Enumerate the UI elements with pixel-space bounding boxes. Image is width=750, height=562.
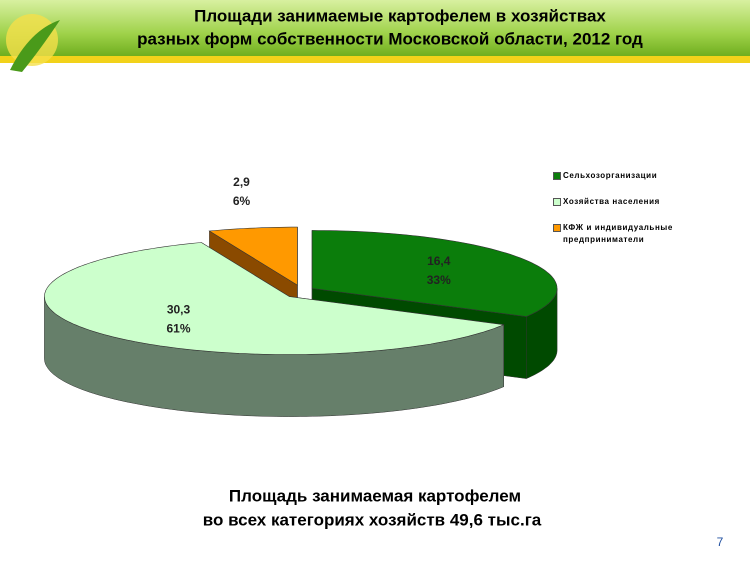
legend-label: Сельхозорганизации (563, 171, 658, 180)
header-strip (0, 56, 750, 63)
legend-label: КФЖ и индивидуальные предприниматели (563, 223, 673, 244)
legend-entry: Сельхозорганизации (553, 170, 703, 182)
title-line: Площади занимаемые картофелем в хозяйств… (194, 6, 606, 25)
title-line: разных форм собственности Московской обл… (137, 29, 643, 48)
slice (208, 226, 298, 286)
legend-label: Хозяйства населения (563, 197, 660, 206)
slice (44, 242, 505, 355)
data-label: 16,4 (427, 254, 451, 268)
legend-entry: Хозяйства населения (553, 196, 703, 208)
legend-entry: КФЖ и индивидуальные предприниматели (553, 222, 703, 246)
legend: Сельхозорганизации Хозяйства населения КФЖ… (553, 170, 703, 260)
footer-line: Площадь занимаемая картофелем (229, 486, 521, 505)
data-label: 33% (427, 273, 451, 287)
header-leaf (10, 20, 60, 72)
page-number: 7 (717, 535, 724, 549)
slice (311, 230, 558, 317)
data-label: 61% (166, 322, 190, 336)
data-label: 2,9 (233, 175, 250, 189)
legend-swatch (553, 224, 561, 232)
data-label: 6% (233, 194, 251, 208)
data-label: 30,3 (167, 303, 191, 317)
header-bar (0, 0, 750, 56)
legend-swatch (553, 198, 561, 206)
pie: 16,4 33% 30,3 61% 2,9 6% (44, 175, 558, 417)
legend-swatch (553, 172, 561, 180)
footer-line: во всех категориях хозяйств 49,6 тыс.га (203, 510, 542, 529)
